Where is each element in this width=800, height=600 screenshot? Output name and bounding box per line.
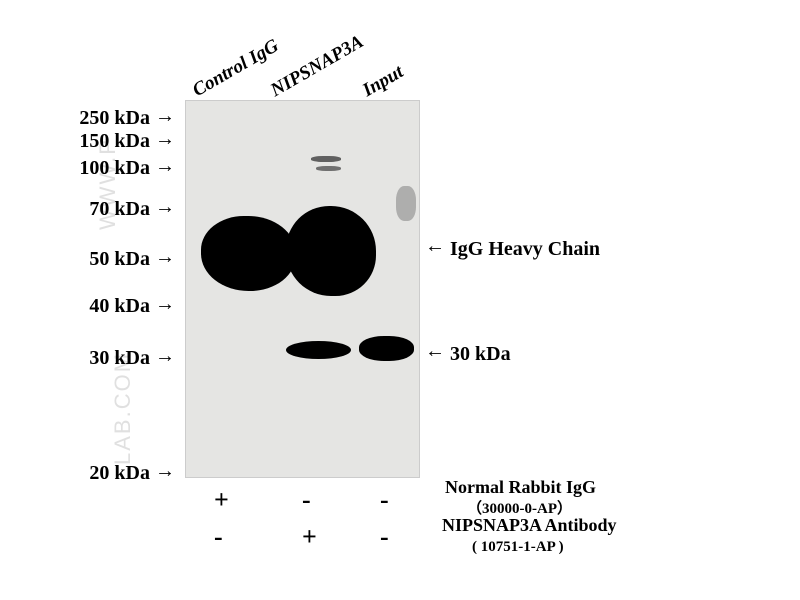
antibody-label-normal-igg: Normal Rabbit IgG （30000-0-AP） [445,478,596,518]
marker-label: 250 kDa [65,107,150,130]
plus-minus-cell: - [380,485,389,515]
lane-label-input: Input [359,61,408,102]
marker-label: 30 kDa [65,347,150,370]
band-igg-lane1 [201,216,296,291]
blot-figure-container: WWW.P LAB.COM Control IgG NIPSNAP3A Inpu… [0,0,800,600]
marker-arrow-icon: → [155,293,175,316]
marker-arrow-icon: → [155,460,175,483]
marker-arrow-icon: → [155,345,175,368]
marker-arrow-icon: → [155,196,175,219]
band-small-100kda-2 [316,166,341,171]
band-30kda-lane2 [286,341,351,359]
marker-arrow-icon: → [155,128,175,151]
plus-minus-cell: - [380,522,389,552]
marker-label: 50 kDa [65,248,150,271]
plus-minus-cell: + [302,522,317,552]
band-small-100kda [311,156,341,162]
plus-minus-cell: - [214,522,223,552]
arrow-30kda: ← [425,340,445,363]
lane-label-nipsnap: NIPSNAP3A [267,31,368,102]
band-igg-lane2 [286,206,376,296]
marker-label: 20 kDa [65,462,150,485]
antibody-label-nipsnap: NIPSNAP3A Antibody ( 10751-1-AP ) [442,516,617,556]
marker-label: 70 kDa [65,198,150,221]
marker-label: 40 kDa [65,295,150,318]
plus-minus-cell: - [302,485,311,515]
plus-minus-cell: + [214,485,229,515]
label-igg-heavy: IgG Heavy Chain [450,238,600,261]
marker-arrow-icon: → [155,155,175,178]
marker-arrow-icon: → [155,246,175,269]
lane-label-control: Control IgG [189,35,283,102]
marker-label: 100 kDa [65,157,150,180]
label-30kda: 30 kDa [450,343,511,366]
arrow-igg-heavy: ← [425,235,445,258]
marker-arrow-icon: → [155,105,175,128]
band-30kda-lane3 [359,336,414,361]
marker-label: 150 kDa [65,130,150,153]
band-faint-lane3 [396,186,416,221]
blot-membrane [185,100,420,478]
